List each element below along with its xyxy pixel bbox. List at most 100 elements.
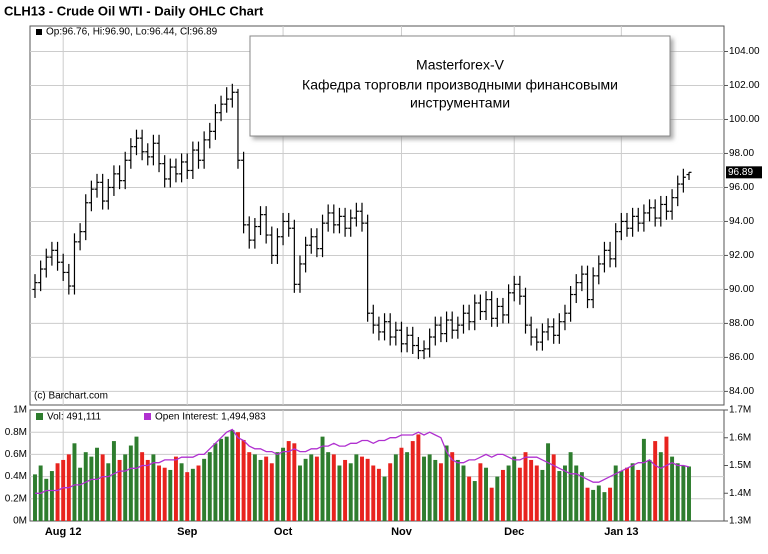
- y2-tick-label: 1.3M: [729, 516, 751, 527]
- volume-bar: [399, 447, 404, 521]
- volume-bar: [670, 456, 675, 521]
- annotation-line: инструментами: [410, 95, 510, 111]
- volume-bar: [512, 456, 517, 521]
- volume-bar: [444, 445, 449, 521]
- annotation-title: Masterforex-V: [416, 57, 505, 73]
- volume-bar: [568, 452, 573, 521]
- last-price-label: 96.89: [728, 167, 753, 178]
- volume-bar: [360, 456, 364, 521]
- volume-bar: [145, 459, 150, 521]
- volume-bar: [658, 452, 663, 521]
- volume-bar: [608, 487, 613, 521]
- volume-bar: [393, 454, 398, 521]
- volume-bar: [337, 465, 342, 521]
- volume-bar: [664, 436, 669, 521]
- x-tick-label: Jan 13: [604, 526, 638, 538]
- volume-bar: [309, 454, 314, 521]
- annotation-line: Кафедра торговли производными финансовым…: [302, 77, 618, 93]
- volume-bar: [579, 472, 584, 521]
- volume-bar: [252, 454, 257, 521]
- annotation-box: Masterforex-V Кафедра торговли производн…: [249, 35, 671, 137]
- volume-bar: [354, 454, 359, 521]
- volume-bar: [264, 456, 269, 521]
- volume-bar: [376, 468, 381, 521]
- volume-bar: [461, 465, 466, 521]
- volume-bar: [281, 447, 286, 521]
- volume-bar: [591, 489, 596, 521]
- x-tick-label: Aug 12: [45, 526, 82, 538]
- volume-bar: [653, 441, 658, 521]
- volume-bar: [450, 452, 455, 521]
- volume-bar: [196, 465, 201, 521]
- y-tick-label: 98.00: [729, 148, 754, 159]
- volume-bar: [467, 476, 472, 521]
- volume-bar: [534, 465, 539, 521]
- volume-bar: [596, 485, 601, 521]
- volume-bar: [72, 443, 77, 521]
- oi-legend: Open Interest: 1,494,983: [155, 412, 266, 423]
- volume-bar: [33, 474, 37, 521]
- x-tick-label: Oct: [274, 526, 293, 538]
- volume-bar: [405, 452, 410, 521]
- volume-bar: [506, 465, 511, 521]
- volume-bar: [489, 487, 494, 521]
- x-tick-label: Dec: [504, 526, 524, 538]
- volume-bar: [224, 436, 229, 521]
- volume-bar: [162, 467, 167, 521]
- volume-bar: [427, 454, 432, 521]
- volume-bar: [83, 452, 88, 521]
- y-tick-label: 0.4M: [5, 471, 27, 482]
- legend-swatch: [36, 413, 43, 420]
- volume-bar: [478, 463, 483, 521]
- volume-legend: Vol: 491,111: [47, 412, 102, 423]
- volume-bar: [78, 467, 83, 521]
- volume-bar: [546, 443, 551, 521]
- volume-bar: [314, 456, 319, 521]
- volume-bar: [382, 476, 387, 521]
- volume-bar: [95, 447, 99, 521]
- volume-bar: [190, 468, 195, 521]
- y2-tick-label: 1.7M: [729, 405, 751, 416]
- volume-bar: [100, 454, 105, 521]
- volume-bar: [388, 463, 393, 521]
- volume-bar: [117, 459, 122, 521]
- volume-bar: [331, 454, 336, 521]
- y-tick-label: 100.00: [729, 114, 760, 125]
- y2-tick-label: 1.5M: [729, 460, 751, 471]
- volume-bar: [207, 452, 212, 521]
- volume-bar: [157, 465, 162, 521]
- volume-bar: [410, 441, 415, 521]
- volume-bar: [529, 459, 534, 521]
- volume-bar: [343, 459, 348, 521]
- credit: (c) Barchart.com: [34, 391, 108, 402]
- volume-bar: [140, 452, 145, 521]
- volume-bar: [687, 466, 691, 521]
- annotation-frame: [249, 35, 671, 137]
- price-legend: Op:96.76, Hi:96.90, Lo:96.44, Cl:96.89: [46, 27, 218, 38]
- volume-bar: [585, 487, 590, 521]
- volume-bar: [111, 441, 116, 521]
- volume-bar: [517, 467, 522, 521]
- volume-bar: [219, 438, 224, 521]
- y-tick-label: 102.00: [729, 80, 760, 91]
- volume-bar: [247, 452, 252, 521]
- volume-bar: [433, 459, 438, 521]
- volume-bar: [636, 469, 641, 521]
- volume-bar: [173, 456, 178, 521]
- volume-bar: [348, 463, 353, 521]
- volume-bar: [365, 458, 370, 521]
- y-tick-label: 104.00: [729, 46, 760, 57]
- volume-bar: [213, 443, 218, 521]
- grid: [30, 26, 728, 522]
- y-tick-label: 1M: [13, 405, 27, 416]
- legend-swatch: [144, 413, 151, 420]
- volume-bar: [630, 463, 635, 521]
- volume-bar: [523, 452, 528, 521]
- y-tick-label: 92.00: [729, 250, 754, 261]
- volume-bar: [292, 443, 297, 521]
- volume-bar: [557, 471, 562, 521]
- chart-title: CLH13 - Crude Oil WTI - Daily OHLC Chart: [4, 3, 264, 18]
- volume-bar: [625, 467, 629, 521]
- volume-bar: [179, 463, 184, 521]
